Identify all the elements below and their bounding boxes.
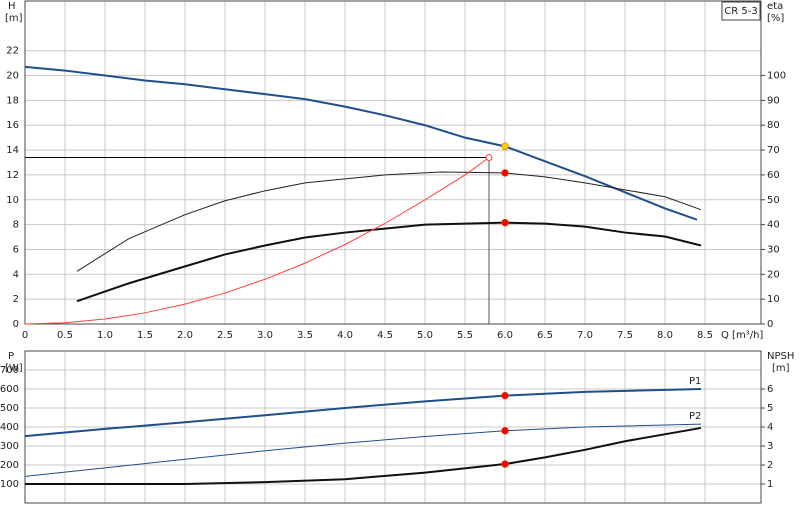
y2-tick-label: 100 (767, 71, 786, 82)
y-tick-label: 16 (6, 120, 19, 131)
curve (24, 423, 702, 477)
x-tick-label: 0 (22, 330, 28, 341)
y2-tick-label: 6 (767, 384, 773, 395)
x-tick-label: 8.5 (697, 330, 713, 341)
curve (76, 221, 702, 303)
y2-tick-label: 1 (767, 479, 773, 490)
y-tick-label: 2 (13, 294, 19, 305)
y2-tick-label: 60 (767, 170, 780, 181)
operating-point (501, 169, 509, 177)
x-tick-label: 2.5 (217, 330, 233, 341)
x-tick-label: 5.5 (457, 330, 473, 341)
x-tick-label: 0.5 (57, 330, 73, 341)
model-box (721, 1, 761, 21)
curve (24, 65, 698, 221)
y-tick-label: 10 (6, 195, 19, 206)
y-tick-label: 18 (6, 95, 19, 106)
y-tick-label: 500 (0, 403, 19, 414)
x-tick-label: 7.5 (617, 330, 633, 341)
y-tick-label: 200 (0, 460, 19, 471)
operating-point (501, 391, 509, 400)
y2-tick-label: 90 (767, 95, 780, 106)
y2-axis-unit: [%] (767, 13, 784, 24)
y-tick-label: 700 (0, 365, 19, 376)
x-tick-label: 6.5 (537, 330, 553, 341)
y-axis-label: P (8, 351, 14, 362)
y-tick-label: 8 (13, 220, 19, 231)
x-axis-label: Q [m³/h] (721, 330, 763, 341)
y2-axis-unit: [m] (772, 363, 790, 374)
y-axis-unit: [W] (5, 363, 23, 374)
y2-tick-label: 10 (767, 294, 780, 305)
x-tick-label: 4.5 (377, 330, 393, 341)
curve (24, 157, 490, 325)
curve (25, 426, 702, 485)
y2-tick-label: 30 (767, 244, 780, 255)
y-tick-label: 4 (13, 269, 19, 280)
y2-tick-label: 3 (767, 441, 773, 452)
y-tick-label: 400 (0, 422, 19, 433)
y-tick-label: 20 (6, 71, 19, 82)
plot-frame (24, 350, 762, 504)
y-tick-label: 100 (0, 479, 19, 490)
model-label: CR 5-3 (724, 6, 757, 17)
y2-axis-label: eta (767, 1, 783, 12)
series-label: P2 (689, 411, 701, 422)
y-tick-label: 22 (6, 46, 19, 57)
curve (24, 388, 702, 438)
x-tick-label: 5.0 (417, 330, 433, 341)
y-tick-label: 300 (0, 441, 19, 452)
plot-frame (24, 0, 762, 325)
y-tick-label: 0 (13, 319, 19, 330)
y2-tick-label: 50 (767, 195, 780, 206)
duty-point (485, 154, 493, 162)
y2-tick-label: 70 (767, 145, 780, 156)
operating-point (501, 218, 509, 227)
series-label: P1 (689, 376, 701, 387)
y2-tick-label: 5 (767, 403, 773, 414)
x-tick-label: 1.0 (97, 330, 113, 341)
x-tick-label: 3.5 (297, 330, 313, 341)
x-tick-label: 3.0 (257, 330, 273, 341)
x-tick-label: 1.5 (137, 330, 153, 341)
y2-tick-label: 0 (767, 319, 773, 330)
x-tick-label: 8.0 (657, 330, 673, 341)
y-axis-unit: [m] (5, 13, 23, 24)
y-axis-label: H (8, 1, 16, 12)
x-tick-label: 2.0 (177, 330, 193, 341)
y2-tick-label: 2 (767, 460, 773, 471)
operating-point (501, 460, 509, 468)
y2-axis-label: NPSH (767, 351, 794, 362)
operating-point (501, 427, 509, 435)
y-tick-label: 600 (0, 384, 19, 395)
y2-tick-label: 40 (767, 220, 780, 231)
curve (76, 171, 702, 272)
y2-tick-label: 80 (767, 120, 780, 131)
y-tick-label: 14 (6, 145, 19, 156)
y-tick-label: 12 (6, 170, 19, 181)
x-tick-label: 6.0 (497, 330, 513, 341)
y2-tick-label: 4 (767, 422, 773, 433)
operating-point (501, 142, 509, 151)
y-tick-label: 6 (13, 244, 19, 255)
x-tick-label: 4.0 (337, 330, 353, 341)
y2-tick-label: 20 (767, 269, 780, 280)
x-tick-label: 7.0 (577, 330, 593, 341)
